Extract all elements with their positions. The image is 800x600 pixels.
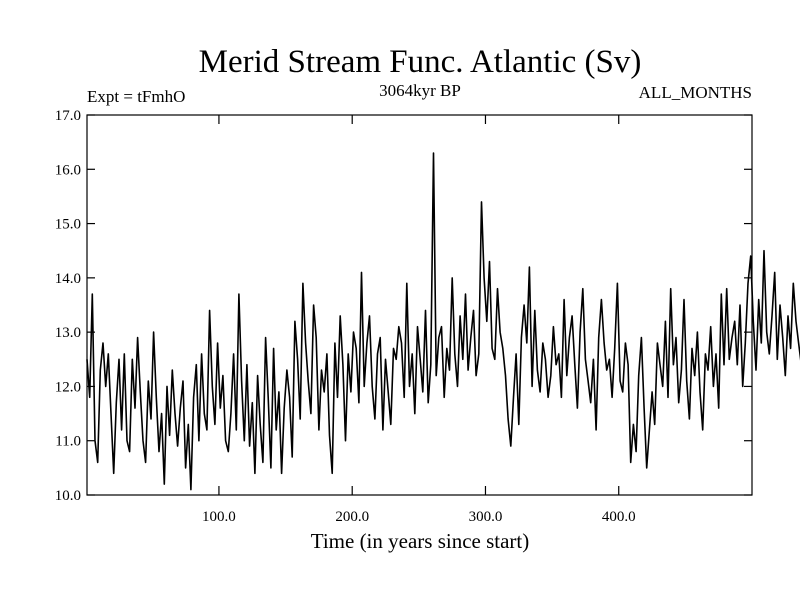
x-axis: 100.0 200.0 300.0 400.0 <box>202 115 636 525</box>
x-tick-label: 200.0 <box>335 509 369 525</box>
y-tick-label: 12.0 <box>55 379 81 395</box>
chart-title: Merid Stream Func. Atlantic (Sv) <box>199 44 642 80</box>
x-tick-label: 100.0 <box>202 509 236 525</box>
plot-frame <box>86 114 753 496</box>
experiment-label: Expt = tFmhO <box>87 87 185 106</box>
x-tick-label: 400.0 <box>602 509 636 525</box>
y-tick-label: 10.0 <box>55 488 81 504</box>
y-axis: 10.0 11.0 12.0 13.0 14.0 15.0 16.0 17.0 <box>55 108 752 504</box>
x-tick-label: 300.0 <box>469 509 503 525</box>
y-tick-label: 14.0 <box>55 271 81 287</box>
period-label: 3064kyr BP <box>379 81 461 100</box>
y-tick-label: 17.0 <box>55 108 81 124</box>
y-tick-label: 11.0 <box>55 434 81 450</box>
y-tick-label: 13.0 <box>55 325 81 341</box>
months-label: ALL_MONTHS <box>639 83 752 102</box>
y-tick-label: 16.0 <box>55 162 81 178</box>
x-axis-label: Time (in years since start) <box>311 529 530 553</box>
y-tick-label: 15.0 <box>55 217 81 233</box>
series-line <box>86 152 800 491</box>
